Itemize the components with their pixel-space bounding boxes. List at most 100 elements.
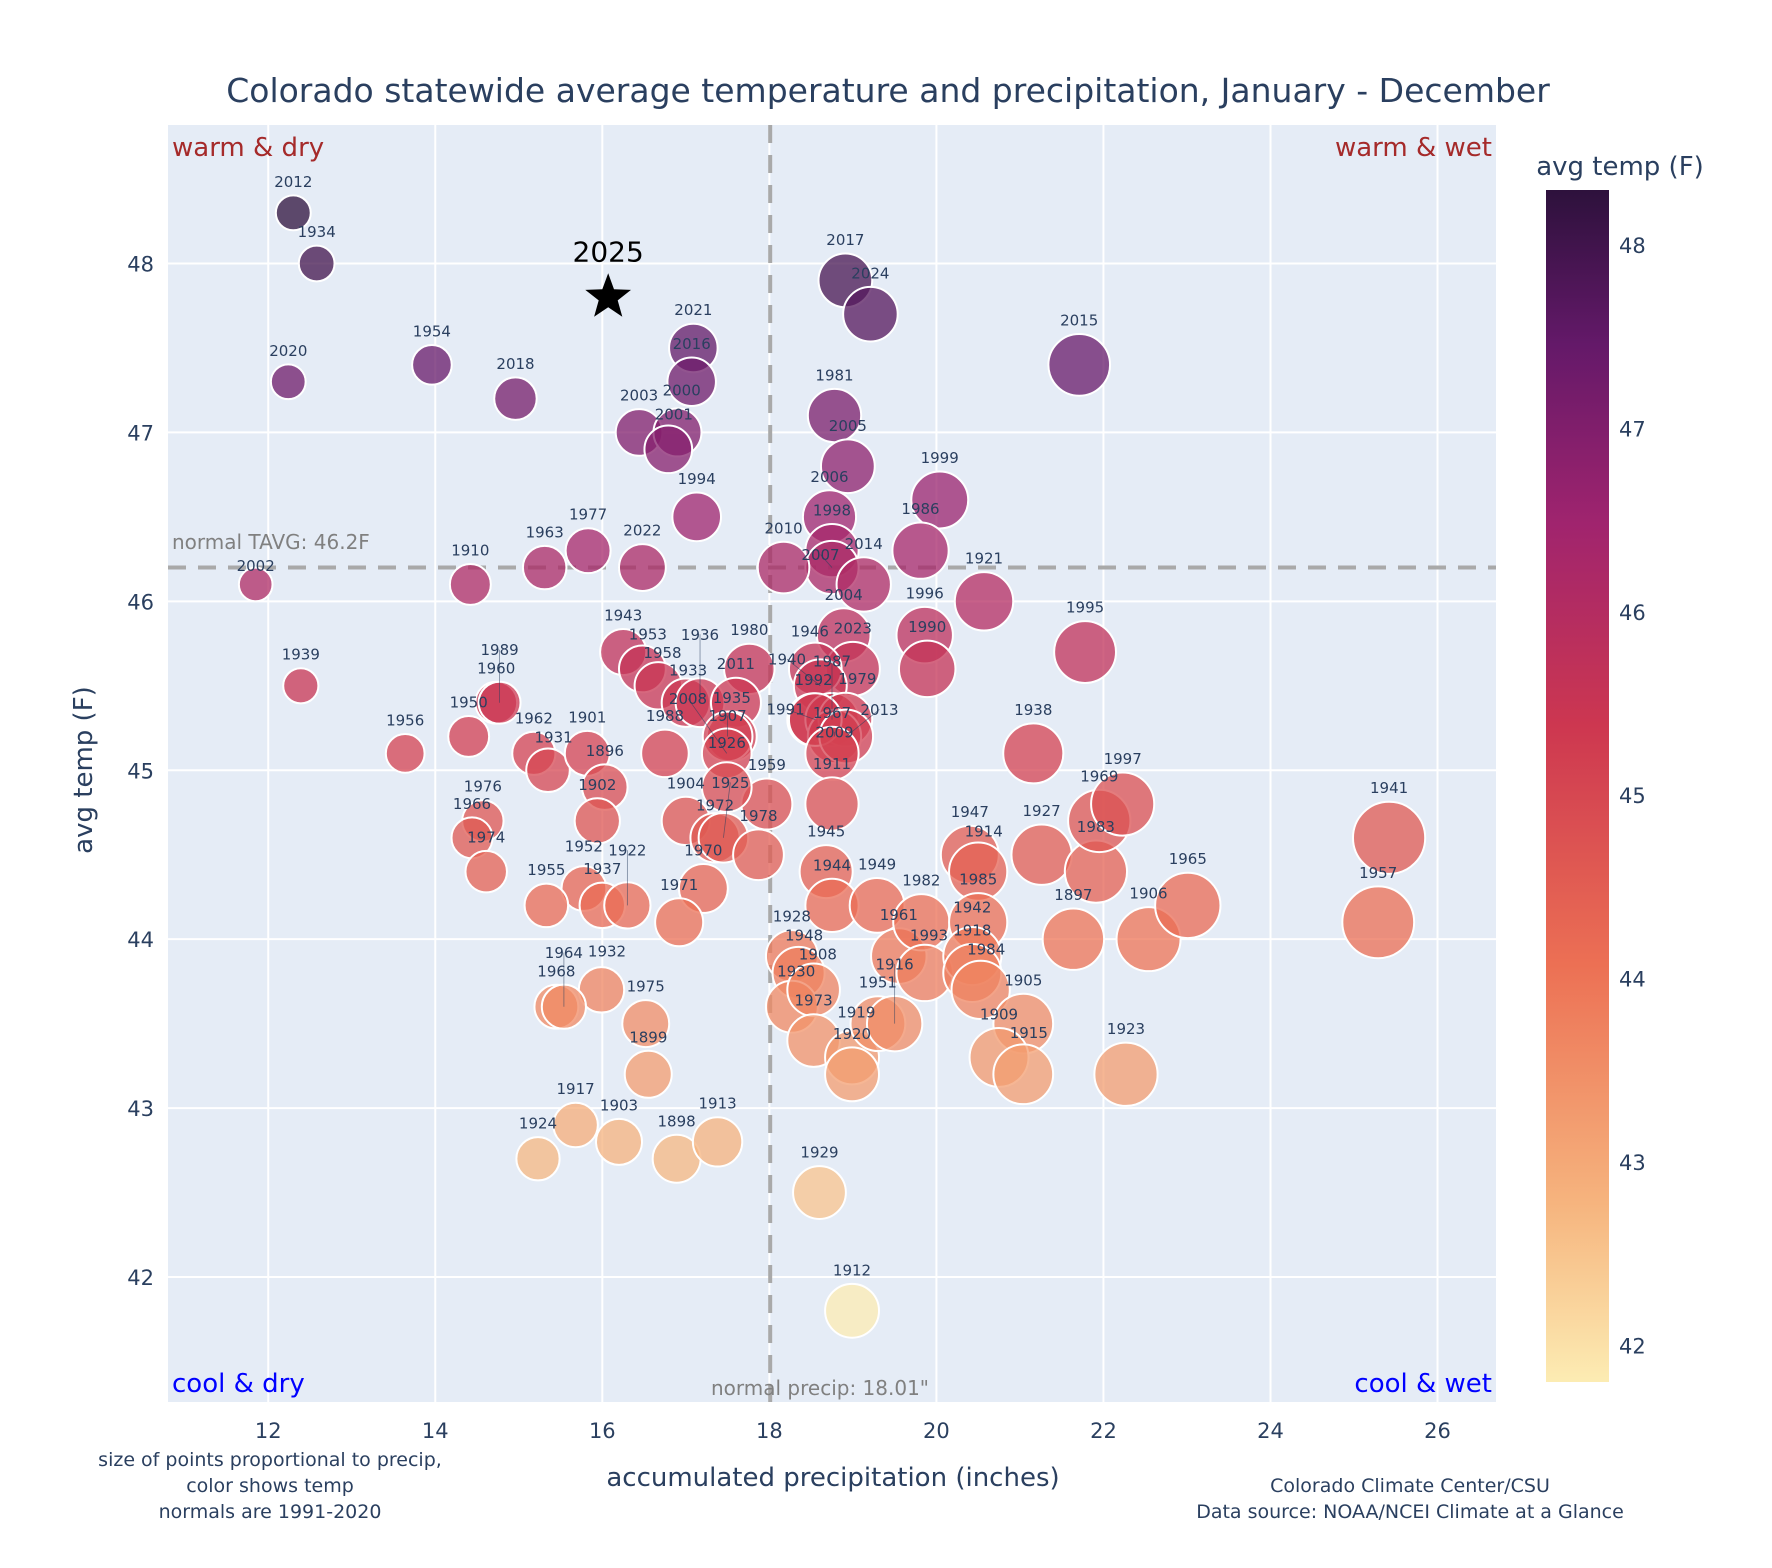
footnote-right-2: Data source: NOAA/NCEI Climate at a Glan… xyxy=(1196,1501,1624,1523)
point-label-1938: 1938 xyxy=(1014,701,1052,719)
point-label-1983: 1983 xyxy=(1077,818,1115,836)
normal-temp-label: normal TAVG: 46.2F xyxy=(172,530,370,554)
colorbar-tick-label: 48 xyxy=(1619,234,1646,258)
point-label-2016: 2016 xyxy=(673,335,711,353)
data-point-1971 xyxy=(654,897,705,948)
point-label-1922: 1922 xyxy=(608,842,646,860)
point-label-2012: 2012 xyxy=(274,173,312,191)
point-label-1907: 1907 xyxy=(709,707,747,725)
point-labels: 2020 1954 2018 1994 1981 1999 1986 1921 2015 1995… xyxy=(237,173,1409,1279)
y-tick-label: 44 xyxy=(127,928,154,952)
data-point-1920 xyxy=(824,1046,881,1103)
data-point-1954 xyxy=(411,344,453,386)
point-label-1912: 1912 xyxy=(833,1261,871,1279)
point-label-1911: 1911 xyxy=(813,755,851,773)
colorbar-tick-label: 47 xyxy=(1619,417,1646,441)
point-label-2011: 2011 xyxy=(717,655,755,673)
point-label-1956: 1956 xyxy=(386,712,424,730)
point-label-1943: 1943 xyxy=(604,606,642,624)
point-label-1914: 1914 xyxy=(965,822,1003,840)
point-label-1920: 1920 xyxy=(833,1025,871,1043)
data-point-1955 xyxy=(523,882,570,929)
point-label-1967: 1967 xyxy=(813,704,851,722)
point-label-1980: 1980 xyxy=(730,621,768,639)
point-label-1905: 1905 xyxy=(1004,971,1042,989)
point-label-1996: 1996 xyxy=(906,584,944,602)
data-point-1990 xyxy=(897,639,957,699)
point-label-1970: 1970 xyxy=(684,842,722,860)
point-label-1998: 1998 xyxy=(813,502,851,520)
point-label-1925: 1925 xyxy=(711,774,749,792)
point-label-1961: 1961 xyxy=(880,906,918,924)
data-point-2012 xyxy=(274,194,312,232)
point-label-1971: 1971 xyxy=(660,876,698,894)
data-point-2018 xyxy=(493,376,538,421)
point-label-1965: 1965 xyxy=(1169,850,1207,868)
point-label-1963: 1963 xyxy=(526,523,564,541)
point-label-1960: 1960 xyxy=(477,659,515,677)
point-label-1989: 1989 xyxy=(481,641,519,659)
data-point-1934 xyxy=(297,244,336,283)
point-label-1919: 1919 xyxy=(837,1004,875,1022)
data-point-2024 xyxy=(842,285,899,343)
data-point-1938 xyxy=(1002,722,1065,785)
colorbar: 42 43 44 45 46 47 48 xyxy=(1546,190,1646,1382)
point-label-1942: 1942 xyxy=(953,899,991,917)
point-label-1957: 1957 xyxy=(1359,864,1397,882)
point-label-1908: 1908 xyxy=(799,945,837,963)
point-label-1995: 1995 xyxy=(1066,599,1104,617)
point-label-1932: 1932 xyxy=(588,942,626,960)
point-label-1964: 1964 xyxy=(545,944,583,962)
point-label-2003: 2003 xyxy=(620,387,658,405)
point-label-2024: 2024 xyxy=(851,264,889,282)
data-point-1921 xyxy=(953,571,1015,632)
footnote-left-1: size of points proportional to precip, xyxy=(98,1449,442,1471)
point-label-1928: 1928 xyxy=(773,908,811,926)
data-point-1995 xyxy=(1053,620,1117,684)
point-label-1987: 1987 xyxy=(813,653,851,671)
point-label-1944: 1944 xyxy=(813,856,851,874)
data-point-1912 xyxy=(824,1282,881,1339)
point-label-1939: 1939 xyxy=(282,646,320,664)
data-point-1911 xyxy=(804,776,860,832)
point-label-1955: 1955 xyxy=(527,861,565,879)
label-leader-line xyxy=(786,658,821,687)
point-label-1949: 1949 xyxy=(858,856,896,874)
data-point-2015 xyxy=(1047,333,1112,397)
label-leader-line xyxy=(723,782,731,838)
point-label-1975: 1975 xyxy=(627,978,665,996)
point-label-2015: 2015 xyxy=(1060,312,1098,330)
data-point-1986 xyxy=(891,521,950,580)
x-tick-label: 26 xyxy=(1424,1419,1451,1443)
point-label-1918: 1918 xyxy=(953,921,991,939)
y-tick-label: 42 xyxy=(127,1266,154,1290)
point-label-1899: 1899 xyxy=(629,1028,667,1046)
point-label-1948: 1948 xyxy=(785,927,823,945)
colorbar-tick-label: 44 xyxy=(1619,968,1646,992)
x-tick-label: 24 xyxy=(1257,1419,1284,1443)
point-label-1950: 1950 xyxy=(450,694,488,712)
point-label-1915: 1915 xyxy=(1010,1024,1048,1042)
data-point-1984 xyxy=(950,959,1011,1020)
point-label-2002: 2002 xyxy=(237,557,275,575)
point-label-1936: 1936 xyxy=(681,626,719,644)
point-label-1968: 1968 xyxy=(537,962,575,980)
highlight-2025-star-icon xyxy=(585,273,631,317)
data-point-2014 xyxy=(835,556,892,613)
highlight-2025-label: 2025 xyxy=(573,235,644,268)
point-label-1921: 1921 xyxy=(965,550,1003,568)
point-label-1904: 1904 xyxy=(667,774,705,792)
point-label-1910: 1910 xyxy=(451,542,489,560)
point-label-1952: 1952 xyxy=(565,838,603,856)
point-label-2020: 2020 xyxy=(269,342,307,360)
point-label-1992: 1992 xyxy=(795,671,833,689)
label-leader-line xyxy=(687,698,728,754)
y-axis-label: avg temp (F) xyxy=(69,686,99,854)
point-label-2000: 2000 xyxy=(663,382,701,400)
point-label-1984: 1984 xyxy=(967,941,1005,959)
star-icon xyxy=(585,273,631,317)
point-label-2014: 2014 xyxy=(845,535,883,553)
point-label-2021: 2021 xyxy=(674,301,712,319)
data-point-1899 xyxy=(623,1049,673,1099)
